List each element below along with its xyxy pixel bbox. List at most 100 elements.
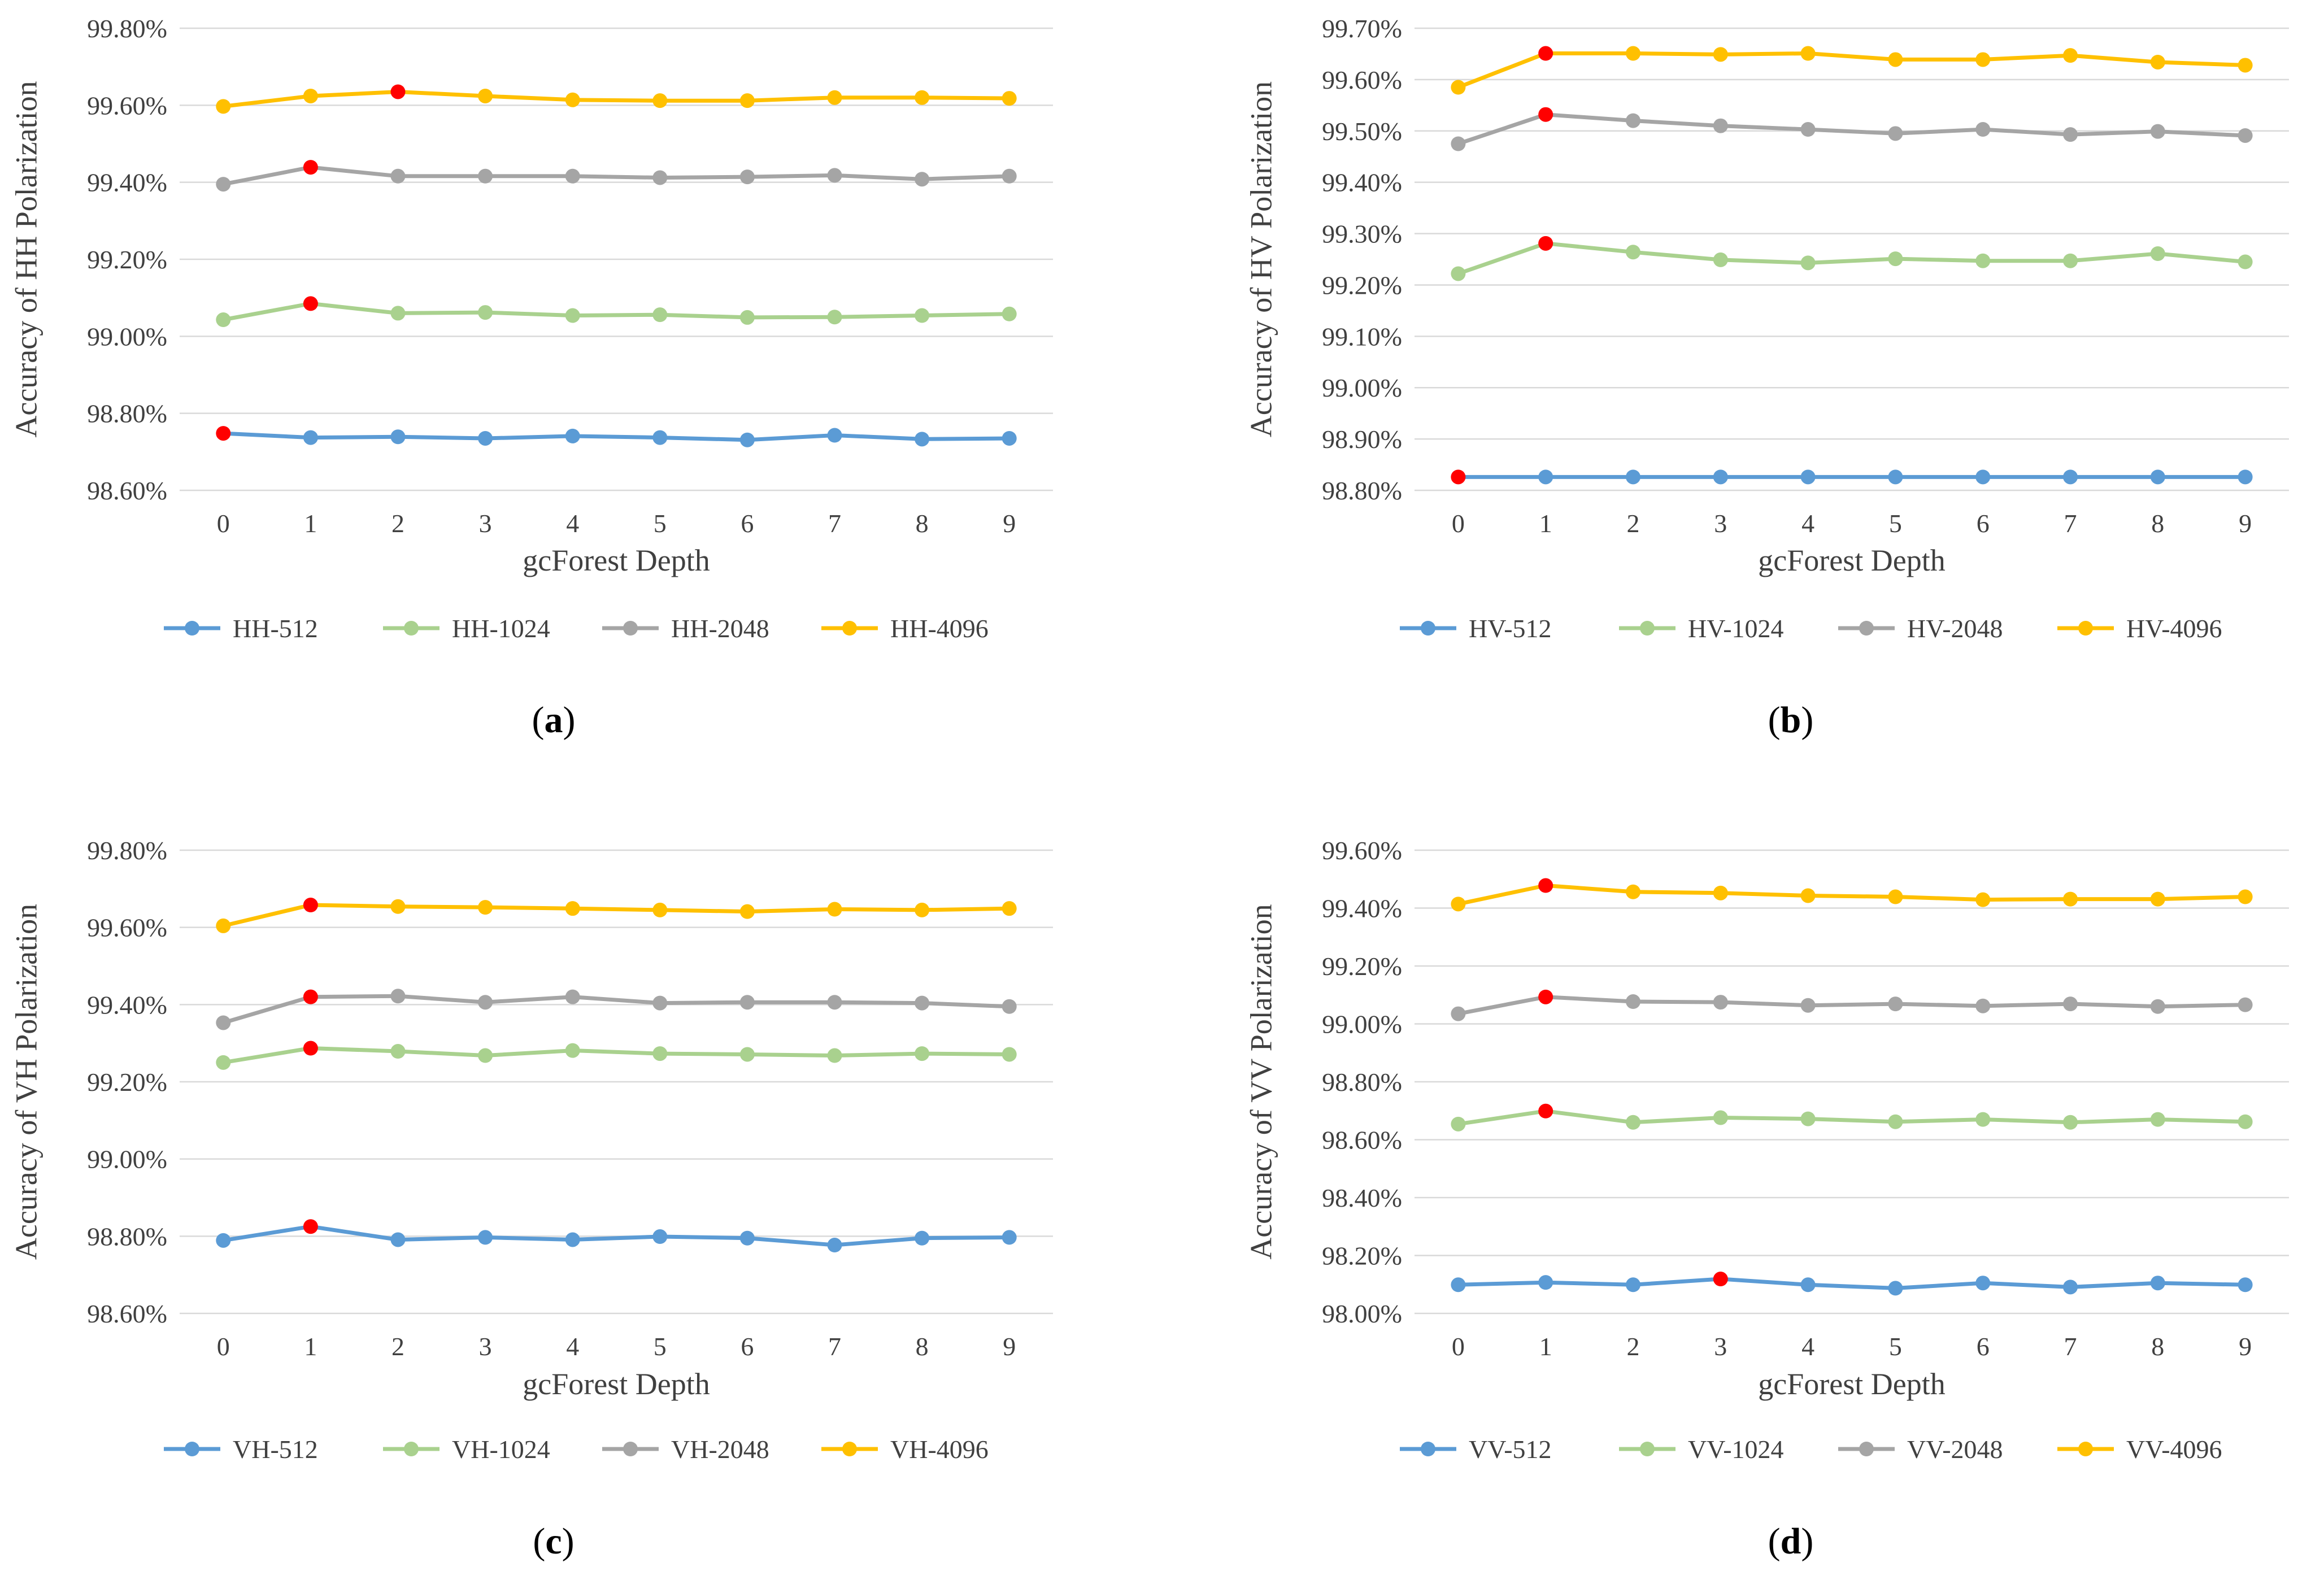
panel-d-y-tick-label: 98.00% — [1322, 1299, 1402, 1328]
panel-b-data-point-HV-4096 — [1626, 46, 1640, 61]
panel-d-x-tick-label: 6 — [1977, 1332, 1990, 1361]
panel-b-data-point-HV-4096 — [1800, 46, 1816, 61]
panel-c-data-point-VH-2048 — [1002, 999, 1017, 1014]
panel-a-series-line-HH-2048 — [223, 165, 1009, 186]
panel-a-legend-marker — [623, 621, 638, 636]
panel-b-best-point-HV-1024 — [1538, 236, 1553, 251]
panel-b-data-point-HV-512 — [1626, 469, 1640, 485]
panel-c-data-point-VH-1024 — [915, 1046, 930, 1061]
panel-d-data-point-VV-2048 — [1975, 998, 1991, 1013]
panel-c-best-point-VH-2048 — [303, 989, 318, 1004]
panel-a-y-tick-label: 99.20% — [87, 245, 167, 274]
panel-d-x-axis-label: gcForest Depth — [1758, 1367, 1945, 1401]
panel-a-legend-marker — [185, 621, 199, 636]
panel-b-data-point-HV-2048 — [1451, 136, 1466, 151]
panel-b-best-point-HV-4096 — [1538, 46, 1553, 61]
panel-d-best-point-VV-4096 — [1538, 878, 1553, 893]
panel-d-data-point-VV-2048 — [1626, 994, 1640, 1009]
panel-b-y-tick-label: 98.90% — [1322, 425, 1402, 454]
panel-d-data-point-VV-1024 — [1800, 1111, 1816, 1126]
panel-b-data-point-HV-512 — [2063, 469, 2078, 485]
panel-d-data-point-VV-4096 — [1888, 889, 1903, 904]
panel-a-series-line-HH-512 — [223, 431, 1009, 442]
panel-d-data-point-VV-512 — [1888, 1281, 1903, 1296]
panel-a-x-tick-label: 7 — [828, 509, 841, 538]
panel-a-y-tick-label: 98.80% — [87, 399, 167, 428]
panel-a-y-tick-label: 99.40% — [87, 168, 167, 197]
panel-d-x-tick-label: 0 — [1452, 1332, 1465, 1361]
panel-b-data-point-HV-512 — [2238, 469, 2253, 485]
panel-c-data-point-VH-1024 — [216, 1055, 231, 1070]
panel-b-y-tick-label: 99.60% — [1322, 66, 1402, 94]
panel-d-data-point-VV-4096 — [1975, 892, 1991, 907]
panel-d-y-tick-label: 98.80% — [1322, 1068, 1402, 1096]
panel-c-legend-label: VH-1024 — [452, 1435, 550, 1464]
panel-b-y-tick-label: 99.40% — [1322, 168, 1402, 197]
panel-a-data-point-HH-1024 — [478, 305, 493, 320]
panel-d-legend-label: VV-1024 — [1688, 1435, 1784, 1464]
panel-d-data-point-VV-512 — [1538, 1275, 1553, 1290]
panel-b-data-point-HV-2048 — [2238, 128, 2253, 143]
panel-d-best-point-VV-512 — [1713, 1272, 1728, 1287]
panel-d-data-point-VV-1024 — [1713, 1110, 1728, 1125]
panel-d-data-point-VV-512 — [1626, 1277, 1640, 1293]
panel-c-series-line-VH-4096 — [223, 903, 1009, 928]
panel-a-data-point-HH-512 — [390, 429, 406, 445]
panel-a-y-tick-label: 98.60% — [87, 476, 167, 505]
panel-b-caption: (b) — [1768, 699, 1814, 741]
panel-c-y-tick-label: 98.60% — [87, 1299, 167, 1328]
panel-c-series-line-VH-1024 — [223, 1046, 1009, 1065]
panel-d-data-point-VV-2048 — [1451, 1006, 1466, 1021]
panel-a-best-point-HH-2048 — [303, 160, 318, 175]
panel-b-x-tick-label: 7 — [2064, 509, 2077, 538]
panel-b-data-point-HV-1024 — [1713, 252, 1728, 267]
panel-c-data-point-VH-4096 — [390, 899, 406, 914]
panel-c-data-point-VH-512 — [565, 1232, 580, 1247]
panel-a-legend-label: HH-1024 — [452, 614, 550, 643]
panel-d-data-point-VV-1024 — [1975, 1112, 1991, 1127]
panel-c-x-tick-label: 0 — [217, 1332, 230, 1361]
panel-c-data-point-VH-1024 — [1002, 1047, 1017, 1062]
panel-d-y-tick-label: 99.60% — [1322, 836, 1402, 865]
panel-c-legend-marker — [842, 1442, 857, 1456]
panel-a-legend-label: HH-4096 — [890, 614, 989, 643]
panel-a-data-point-HH-512 — [915, 432, 930, 447]
panel-c-data-point-VH-2048 — [390, 989, 406, 1004]
panel-a-x-tick-label: 9 — [1003, 509, 1016, 538]
panel-a-data-point-HH-512 — [565, 428, 580, 443]
panel-b-data-point-HV-2048 — [1888, 126, 1903, 141]
panel-b-data-point-HV-1024 — [1800, 255, 1816, 271]
panel-b-data-point-HV-2048 — [1975, 122, 1991, 137]
panel-a-data-point-HH-2048 — [565, 168, 580, 184]
panel-d-y-tick-label: 99.20% — [1322, 952, 1402, 981]
panel-d-legend-label: VV-512 — [1469, 1435, 1552, 1464]
panel-d-data-point-VV-4096 — [2238, 889, 2253, 904]
panel-b-series-line-HV-2048 — [1457, 112, 2245, 146]
panel-a-x-tick-label: 0 — [217, 509, 230, 538]
panel-d-legend-marker — [1859, 1442, 1874, 1456]
panel-c-x-tick-label: 2 — [391, 1332, 404, 1361]
panel-d-data-point-VV-1024 — [1888, 1114, 1903, 1129]
panel-c-data-point-VH-1024 — [478, 1048, 493, 1063]
panel-b-data-point-HV-1024 — [1626, 245, 1640, 260]
panel-d-legend-marker — [1421, 1442, 1435, 1456]
panel-d-x-tick-label: 4 — [1801, 1332, 1814, 1361]
panel-d-series-line-VV-1024 — [1457, 1109, 2245, 1126]
panel-a-y-axis-label: Accuracy of HH Polarization — [9, 81, 43, 437]
panel-a-data-point-HH-2048 — [652, 170, 668, 185]
panel-b-x-tick-label: 1 — [1539, 509, 1552, 538]
panel-c-legend-marker — [404, 1442, 419, 1456]
panel-d-x-tick-label: 3 — [1714, 1332, 1727, 1361]
panel-a-data-point-HH-2048 — [390, 168, 406, 184]
panel-d-data-point-VV-2048 — [2150, 999, 2165, 1014]
panel-c-series-line-VH-2048 — [223, 994, 1009, 1025]
panel-b-data-point-HV-1024 — [1888, 251, 1903, 267]
panel-a-data-point-HH-512 — [652, 430, 668, 445]
panel-b-legend-marker — [1421, 621, 1435, 636]
panel-a-x-tick-label: 3 — [479, 509, 492, 538]
panel-c-data-point-VH-2048 — [565, 989, 580, 1004]
panel-c-x-tick-label: 4 — [566, 1332, 579, 1361]
panel-c-y-tick-label: 99.80% — [87, 836, 167, 865]
panel-a-caption: (a) — [532, 699, 576, 741]
panel-a-data-point-HH-4096 — [565, 92, 580, 107]
